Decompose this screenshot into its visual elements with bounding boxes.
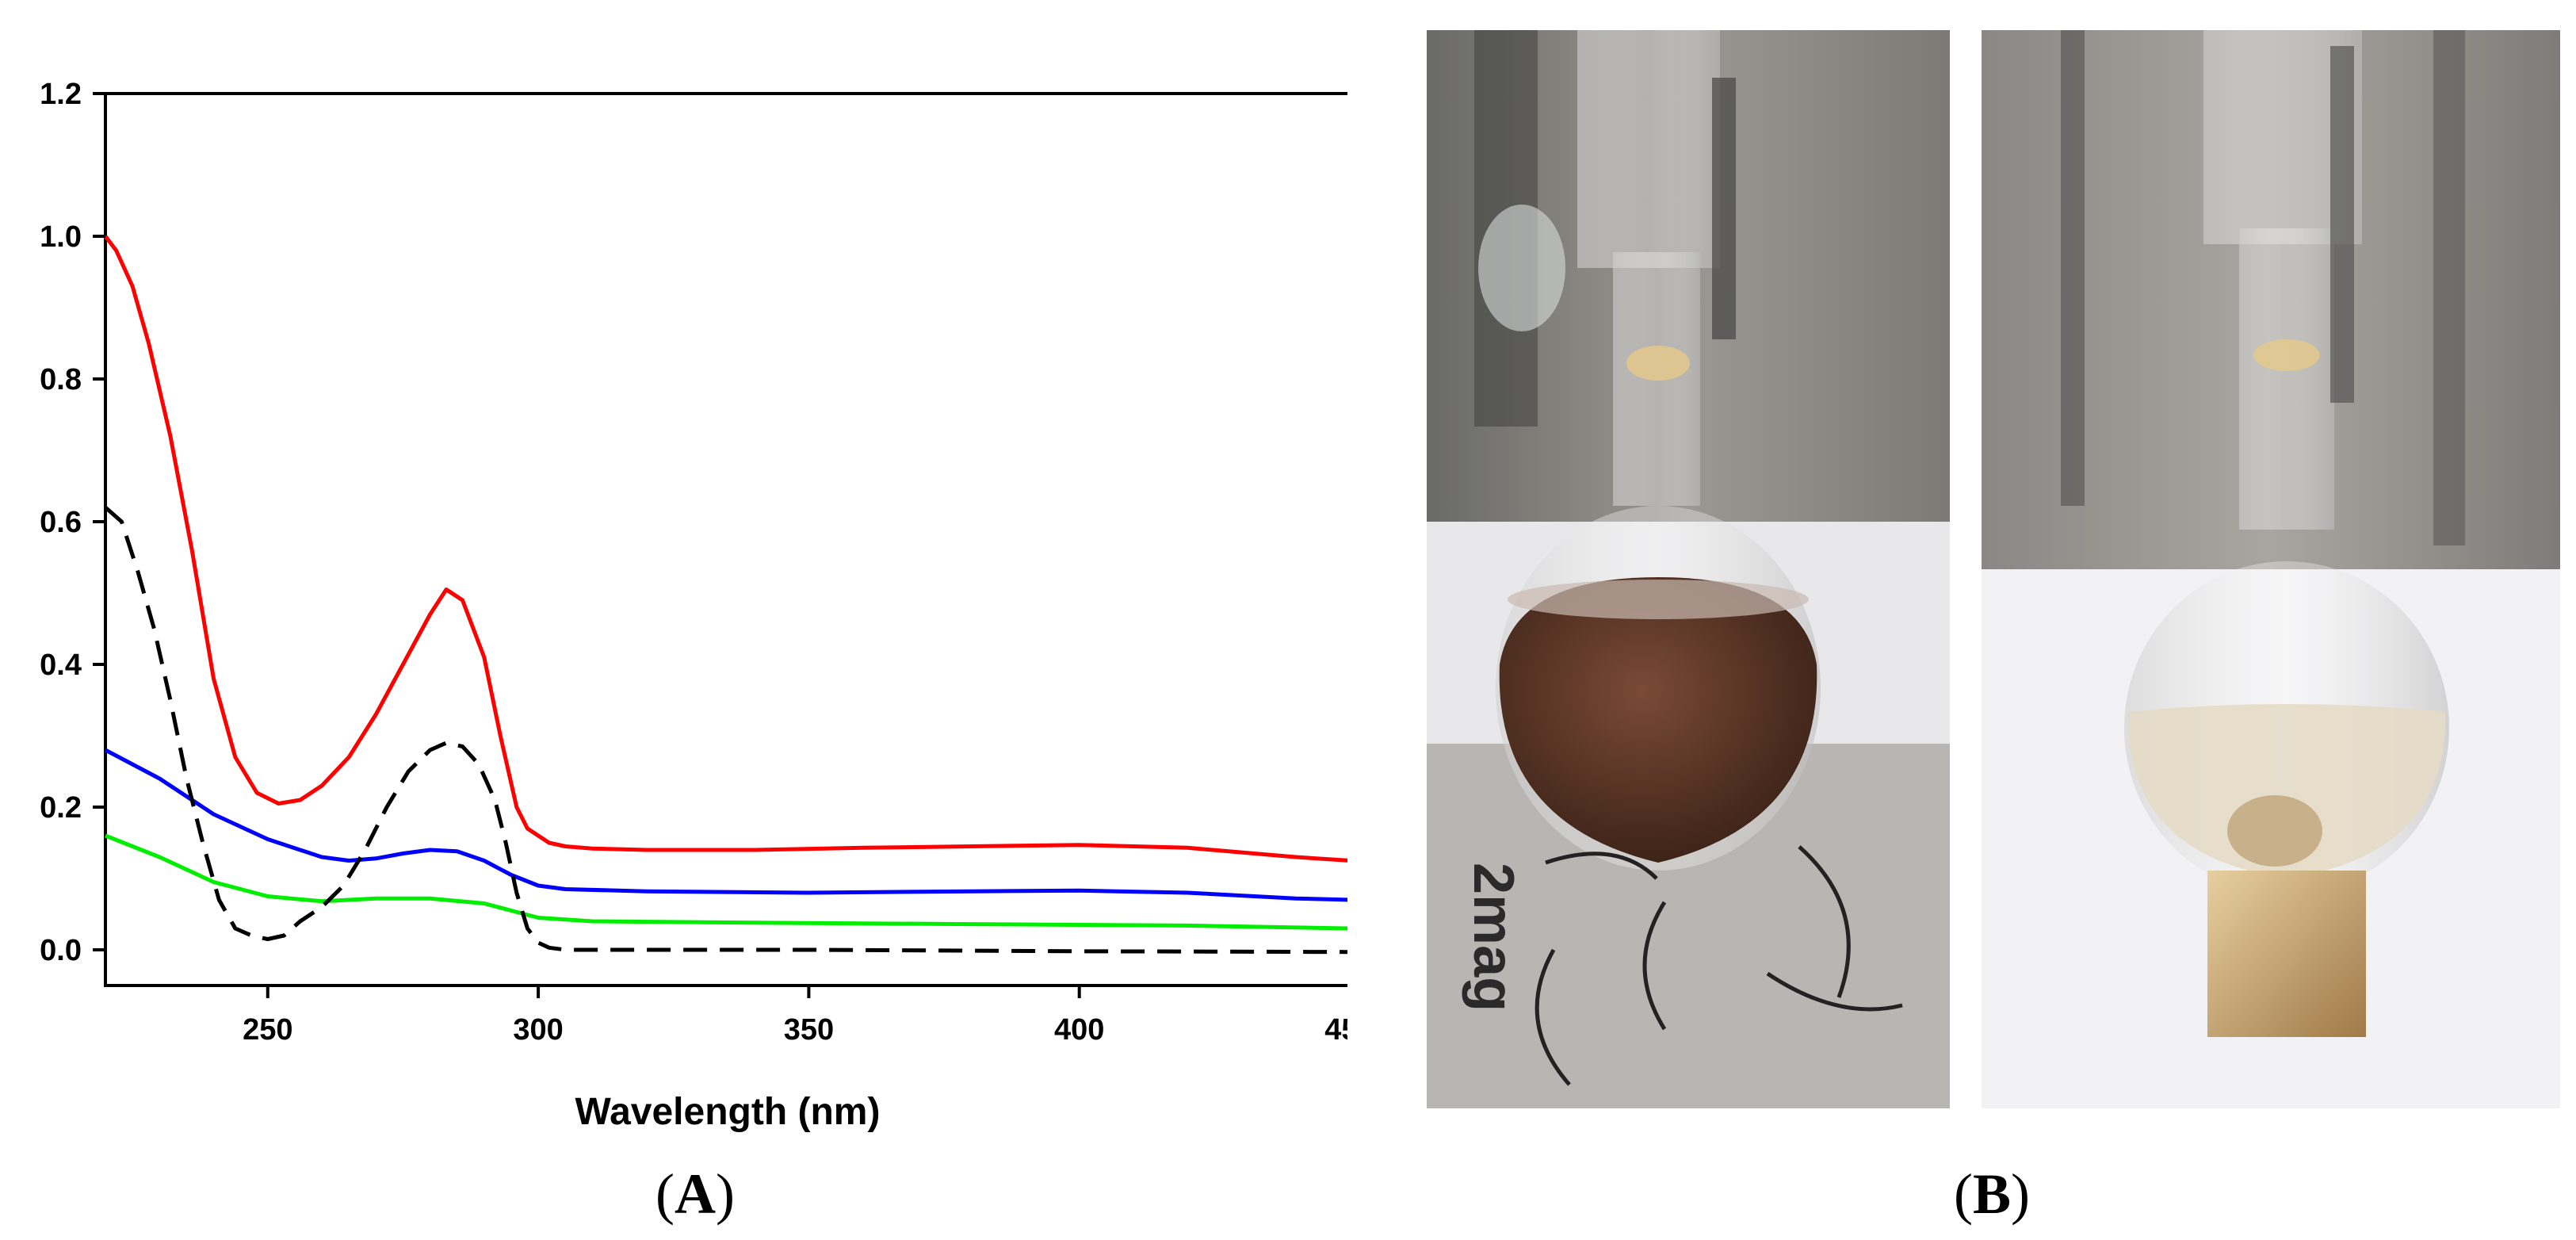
x-tick-label: 350: [784, 1013, 834, 1047]
x-tick-label: 400: [1054, 1013, 1104, 1047]
external-magnet: [2207, 871, 2366, 1037]
y-tick-label: 0.6: [40, 506, 82, 539]
panel-label-b: (B): [1954, 1162, 2030, 1227]
flask-illustration-right: [1982, 30, 2560, 1108]
absorbance-spectrum-chart: 0.0 0.2 0.4 0.6 0.8 1.0 1.2 250 300 350 400 450 Wa…: [40, 78, 1347, 1133]
panel-b-letter: B: [1972, 1162, 2012, 1226]
y-tick-label: 1.0: [40, 220, 82, 254]
y-tick-label: 1.2: [40, 78, 82, 111]
condenser-joint: [1577, 30, 1720, 268]
x-tick-label: 450: [1324, 1013, 1347, 1047]
panel-a-open-paren: (: [655, 1162, 675, 1226]
stirrer-brand-text: 2mag: [1462, 863, 1525, 1012]
flask-illustration-left: 2mag: [1427, 30, 1950, 1108]
panel-a-letter: A: [674, 1162, 716, 1226]
photo-flask-brown-solution: 2mag: [1427, 30, 1950, 1108]
series-layer: [104, 235, 1347, 955]
x-axis-title: Wavelength (nm): [575, 1091, 881, 1133]
panel-b-close-paren: ): [2011, 1162, 2030, 1226]
spring-clip: [1712, 78, 1736, 339]
series-line-4: [104, 506, 1347, 955]
brown-solution: [1499, 577, 1817, 863]
magnetic-particles: [2227, 795, 2322, 867]
y-tick-label: 0.2: [40, 791, 82, 825]
x-tick-label: 250: [243, 1013, 292, 1047]
y-tick-label: 0.8: [40, 363, 82, 396]
y-tick-label: 0.4: [40, 649, 82, 682]
panel-b-open-paren: (: [1954, 1162, 1973, 1226]
panel-label-a: (A): [655, 1162, 735, 1227]
x-axis: 250 300 350 400 450: [243, 985, 1347, 1047]
y-tick-label: 0.0: [40, 934, 82, 967]
y-axis: 0.0 0.2 0.4 0.6 0.8 1.0 1.2: [40, 78, 105, 967]
plot-frame: [104, 92, 1347, 987]
panel-a-close-paren: ): [715, 1162, 735, 1226]
photo-flask-clear-solution: [1982, 30, 2560, 1108]
series-line-2: [104, 748, 1347, 902]
series-line-3: [105, 833, 1347, 931]
series-line-1: [104, 235, 1347, 863]
spring-clip-right: [2330, 46, 2354, 403]
clear-solution: [2127, 704, 2446, 878]
x-tick-label: 300: [513, 1013, 563, 1047]
